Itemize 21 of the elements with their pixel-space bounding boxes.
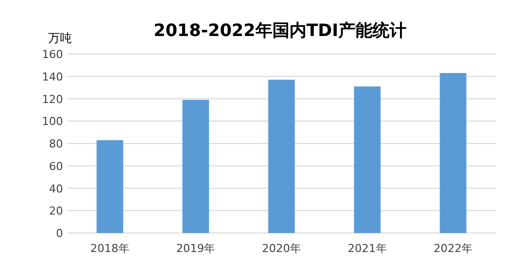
- x-tick-label: 2018年: [90, 242, 130, 255]
- bar: [268, 80, 295, 233]
- y-tick-label: 0: [56, 227, 63, 240]
- y-tick-label: 140: [42, 70, 63, 84]
- y-tick-label: 80: [49, 138, 63, 150]
- bar: [354, 86, 381, 233]
- x-tick-label: 2019年: [176, 242, 216, 255]
- bar: [182, 100, 209, 233]
- x-tick-label: 2021年: [348, 242, 387, 255]
- y-tick-label: 60: [49, 160, 63, 173]
- y-tick-label: 160: [42, 48, 63, 61]
- x-tick-label: 2020年: [262, 242, 301, 255]
- y-tick-label: 20: [49, 204, 63, 218]
- y-axis-title: 万吨: [48, 31, 72, 45]
- bar: [96, 140, 124, 233]
- chart-title: 2018-2022年国内TDI产能统计: [154, 21, 406, 41]
- y-tick-label: 120: [42, 92, 63, 106]
- x-tick-label: 2022年: [434, 242, 473, 255]
- bar: [440, 73, 466, 233]
- y-tick-label: 40: [49, 182, 63, 196]
- y-tick-label: 100: [42, 115, 63, 128]
